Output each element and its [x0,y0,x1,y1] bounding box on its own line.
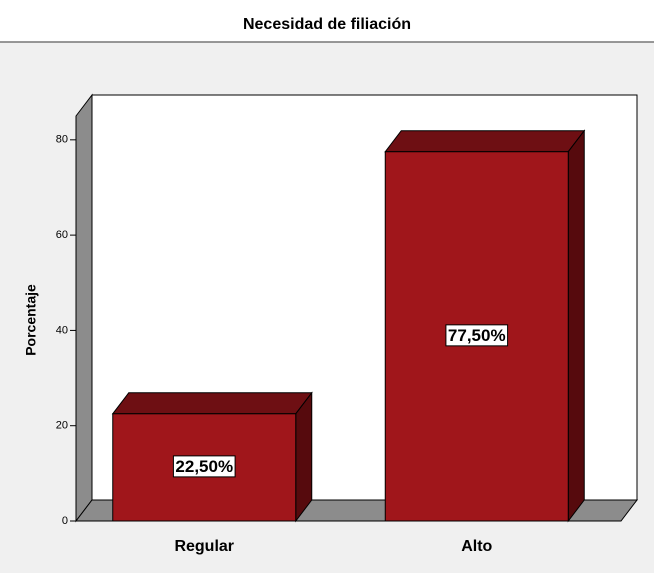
value-label: 77,50% [448,326,506,345]
chart-title: Necesidad de filiación [243,16,411,33]
x-tick-label: Alto [461,538,492,555]
left-wall [75,93,93,523]
value-label: 22,50% [175,457,233,476]
bar-side [567,129,585,523]
y-tick-label: 60 [56,229,68,241]
value-label-box [445,324,509,347]
y-tick-label: 80 [56,134,68,146]
value-label-box [172,455,236,478]
y-tick-label: 20 [56,420,68,432]
y-tick-label: 40 [56,324,68,336]
y-tick-label: 0 [62,515,68,527]
bar-top [111,392,313,415]
bar-top [384,130,586,153]
x-tick-label: Regular [174,538,234,555]
bar-side [295,391,313,523]
y-axis-label: Porcentaje [23,284,39,356]
